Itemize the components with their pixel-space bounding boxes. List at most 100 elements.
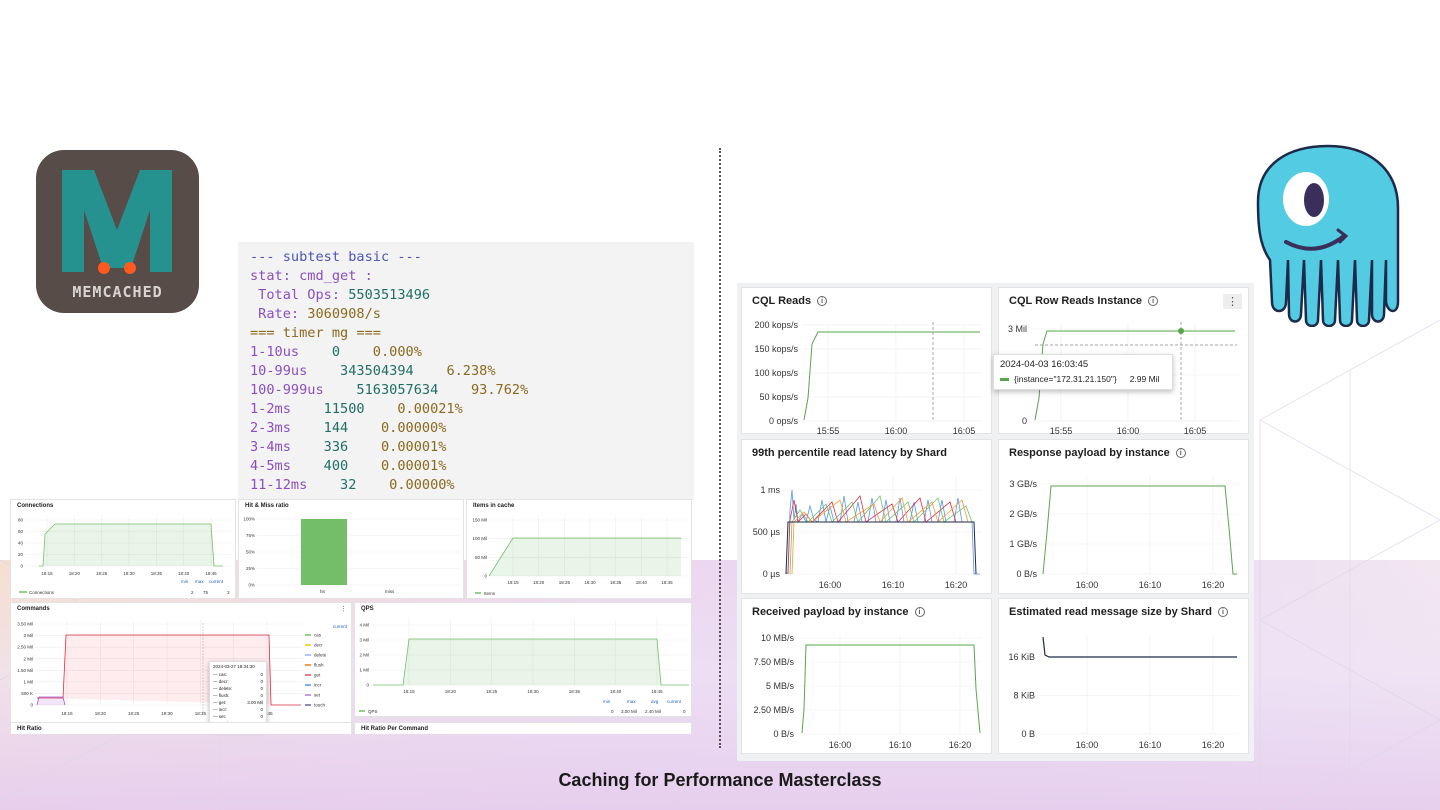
presentation-title: Caching for Performance Masterclass bbox=[558, 770, 882, 790]
y-tick-label: 0 ops/s bbox=[769, 416, 799, 426]
connections-stat-max: 75 bbox=[203, 590, 209, 595]
legend-item-incr[interactable]: incr bbox=[314, 683, 322, 688]
terminal-token: 11-12ms bbox=[250, 477, 308, 493]
x-tick-label: 18:15 bbox=[403, 689, 415, 694]
x-tick-label: 18:35 bbox=[195, 711, 207, 716]
y-tick-label: 0 bbox=[484, 574, 487, 579]
x-tick-label: 18:25 bbox=[128, 711, 140, 716]
hit-miss-panel: Hit & Miss ratio 100% 75% 50% 25% 0% hit mis… bbox=[238, 499, 464, 599]
memcached-logo: MEMCACHED bbox=[36, 150, 199, 313]
tooltip-value: 0 bbox=[260, 686, 263, 691]
terminal-line: 1-2ms 11500 0.00021% bbox=[250, 400, 682, 419]
terminal-token: 400 bbox=[290, 458, 349, 474]
connections-stat-header-max: max bbox=[195, 579, 204, 584]
tooltip-row: — cas: 0 bbox=[213, 671, 263, 678]
x-tick-label: 16:00 bbox=[1076, 740, 1099, 750]
y-tick-label: 50% bbox=[246, 550, 255, 555]
tooltip-key: — set: bbox=[213, 714, 227, 719]
items-panel-title: Items in cache bbox=[473, 503, 515, 509]
terminal-token: 1-10us bbox=[250, 344, 300, 360]
tooltip-row: — flush: 0 bbox=[213, 692, 263, 699]
terminal-line: 1-10us 0 0.000% bbox=[250, 343, 682, 362]
legend-item-decr[interactable]: decr bbox=[314, 643, 323, 648]
legend-item-flush[interactable]: flush bbox=[314, 663, 324, 668]
qps-chart: 4 Mil 3 Mil 2 Mil 1 Mil 0 18:15 18:20 18:25 18:3… bbox=[359, 619, 689, 714]
y-tick-label: 100 kops/s bbox=[754, 368, 798, 378]
x-tick-label: 18:45 bbox=[651, 689, 663, 694]
tooltip-row: — incr: 0 bbox=[213, 706, 263, 713]
info-icon[interactable]: i bbox=[817, 296, 828, 306]
y-tick-label: 3 Mil bbox=[1008, 324, 1027, 334]
tooltip-series-value: 2.99 Mil bbox=[1129, 374, 1160, 384]
legend-item-delete[interactable]: delete bbox=[314, 653, 327, 658]
info-icon[interactable]: i bbox=[1175, 448, 1186, 458]
connections-stat-current: 3 bbox=[227, 590, 230, 595]
y-tick-label: 500 K bbox=[21, 691, 33, 696]
commands-panel-menu-icon[interactable]: ⋮ bbox=[340, 606, 347, 613]
commands-tooltip: 2024-03-27 18:34:30 — cas: 0— decr: 0— del… bbox=[209, 661, 267, 729]
terminal-token: 0.00001% bbox=[348, 458, 447, 474]
read-message-size-chart: 16 KiB 8 KiB 0 B 16:00 16:10 16:20 bbox=[1008, 635, 1239, 750]
cql-row-reads-tooltip: 2024-04-03 16:03:45 {instance="172.31.21… bbox=[993, 354, 1173, 390]
qps-stat-header-min: min bbox=[603, 699, 611, 704]
hit-bar bbox=[301, 519, 347, 585]
x-tick-label: 16:10 bbox=[889, 740, 912, 750]
legend-item-touch[interactable]: touch bbox=[314, 703, 326, 708]
tooltip-row: — decr: 0 bbox=[213, 678, 263, 685]
x-tick-label: 16:05 bbox=[953, 426, 976, 435]
qps-stat-header-avg: avg bbox=[651, 699, 659, 704]
y-tick-label: 16 KiB bbox=[1008, 652, 1035, 662]
legend-item-cas[interactable]: cas bbox=[314, 633, 322, 638]
tooltip-row: — get: 3.00 Mil bbox=[213, 699, 263, 706]
y-tick-label: 150 kops/s bbox=[754, 344, 798, 354]
y-tick-label: 7.50 MB/s bbox=[753, 657, 794, 667]
qps-panel: QPS 4 Mil 3 Mil 2 Mil 1 Mil 0 18:15 18:20 18:25… bbox=[354, 602, 692, 717]
legend-item-set[interactable]: set bbox=[314, 693, 321, 698]
received-payload-chart: 10 MB/s 7.50 MB/s 5 MB/s 2.50 MB/s 0 B/s 16:0… bbox=[753, 633, 982, 750]
panel-menu-icon[interactable]: ⋮ bbox=[1223, 294, 1242, 309]
hit-ratio-panel-title: Hit Ratio bbox=[17, 726, 42, 732]
x-tick-label: 16:20 bbox=[949, 740, 972, 750]
x-tick-label: 16:20 bbox=[945, 580, 968, 590]
y-tick-label: 2.50 MB/s bbox=[753, 705, 794, 715]
x-tick-label: 15:55 bbox=[1050, 426, 1073, 435]
received-payload-title: Received payload by instance bbox=[752, 606, 909, 618]
connections-stat-min: 2 bbox=[191, 590, 194, 595]
terminal-line: 11-12ms 32 0.00000% bbox=[250, 476, 682, 495]
commands-panel-title: Commands bbox=[17, 606, 50, 612]
tooltip-series-swatch bbox=[1000, 377, 1009, 381]
y-tick-label: 500 µs bbox=[753, 527, 781, 537]
hit-miss-panel-title: Hit & Miss ratio bbox=[245, 503, 289, 509]
x-tick-label: 15:55 bbox=[817, 426, 840, 435]
y-tick-label: 60 bbox=[18, 529, 24, 534]
x-tick-label: 18:25 bbox=[559, 580, 571, 585]
x-tick-label: 18:35 bbox=[569, 689, 581, 694]
x-tick-label: 18:30 bbox=[584, 580, 596, 585]
x-tick-label: 18:15 bbox=[41, 571, 53, 576]
y-tick-label: 1 Mil bbox=[23, 679, 33, 684]
tooltip-value: 0 bbox=[260, 672, 263, 677]
connections-panel: Connections 80 60 40 20 0 18:15 18:20 18:25 18:3… bbox=[10, 499, 236, 599]
terminal-line: === timer mg === bbox=[250, 324, 682, 343]
qps-stat-max: 3.00 Mil bbox=[621, 709, 637, 714]
y-tick-label: 0 bbox=[366, 683, 369, 688]
info-icon[interactable]: i bbox=[914, 607, 925, 617]
terminal-token: 343504394 bbox=[307, 363, 414, 379]
hit-ratio-per-command-panel: Hit Ratio Per Command bbox=[354, 722, 692, 734]
x-tick-label: 18:15 bbox=[61, 711, 73, 716]
legend-item-get[interactable]: get bbox=[314, 673, 321, 678]
info-icon[interactable]: i bbox=[1148, 296, 1159, 306]
y-tick-label: 1 GB/s bbox=[1009, 539, 1037, 549]
y-tick-label: 150 Mil bbox=[472, 518, 487, 523]
items-in-cache-panel: Items in cache 150 Mil 100 Mil 50 Mil 0 18:1… bbox=[466, 499, 692, 599]
terminal-token: 93.762% bbox=[438, 382, 529, 398]
x-tick-label: 18:20 bbox=[445, 689, 457, 694]
tooltip-value: 0 bbox=[260, 707, 263, 712]
commands-tooltip-time: 2024-03-27 18:34:30 bbox=[213, 664, 255, 669]
terminal-token: 6.238% bbox=[413, 363, 496, 379]
items-chart: 150 Mil 100 Mil 50 Mil 0 18:15 18:20 18:25 18:3… bbox=[472, 516, 689, 596]
info-icon[interactable]: i bbox=[1217, 607, 1228, 617]
y-tick-label: 0 B bbox=[1021, 729, 1035, 739]
tooltip-key: — delete: bbox=[213, 686, 233, 691]
y-tick-label: 2.50 Mil bbox=[17, 645, 33, 650]
